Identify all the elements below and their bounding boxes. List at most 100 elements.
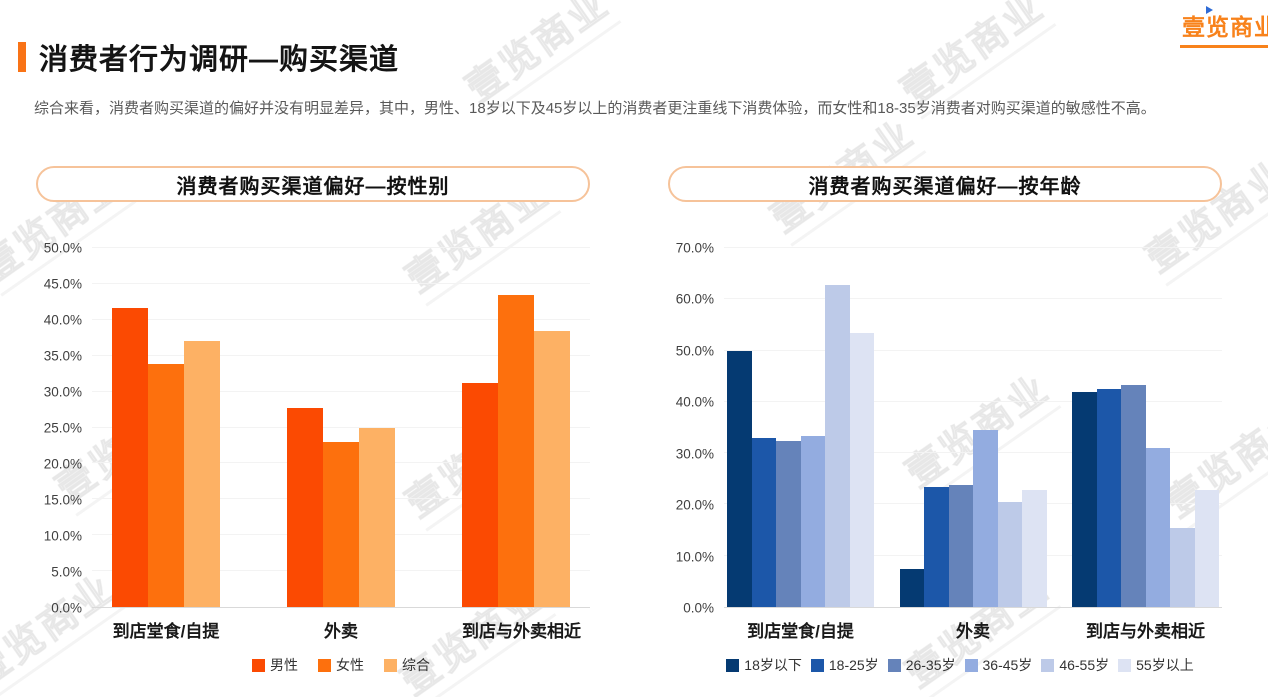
bar-综合	[534, 330, 570, 607]
y-tick-label: 10.0%	[43, 528, 82, 544]
legend-item: 55岁以上	[1118, 655, 1194, 675]
y-tick-label: 60.0%	[675, 291, 714, 307]
category-label: 到店堂食/自提	[747, 622, 854, 641]
page-title: 消费者行为调研—购买渠道	[39, 44, 400, 76]
legend-swatch	[384, 658, 397, 672]
bar-综合	[184, 341, 220, 607]
bar-26-35岁	[948, 485, 973, 607]
legend-item: 综合	[384, 655, 430, 675]
gridline	[92, 318, 590, 320]
page-subtitle: 综合来看，消费者购买渠道的偏好并没有明显差异，其中，男性、18岁以下及45岁以上…	[34, 100, 1156, 117]
legend-item: 46-55岁	[1041, 655, 1109, 675]
legend-label: 综合	[402, 657, 430, 673]
legend-label: 55岁以上	[1136, 657, 1194, 673]
y-tick-label: 20.0%	[675, 497, 714, 513]
gridline	[724, 247, 1222, 248]
legend-item: 26-35岁	[887, 655, 956, 675]
y-tick-label: 10.0%	[675, 549, 714, 565]
logo: 壹览商业	[1180, 6, 1268, 48]
bar-18-25岁	[751, 437, 776, 607]
bar-女性	[148, 363, 184, 607]
legend-swatch	[810, 658, 824, 672]
y-tick-label: 50.0%	[675, 343, 714, 359]
bar-男性	[462, 382, 498, 607]
category-label: 到店与外卖相近	[462, 622, 581, 641]
gridline	[92, 354, 590, 356]
chart-by-gender: 消费者购买渠道偏好—按性别 0.0% 5.0% 10.0% 15.0% 20.0% 25.…	[36, 166, 590, 675]
legend-label: 46-55岁	[1059, 657, 1110, 673]
bar-group	[1072, 248, 1219, 607]
legend-item: 男性	[252, 655, 298, 675]
gridline	[92, 390, 590, 392]
legend-swatch	[252, 658, 265, 672]
bar-18-25岁	[924, 487, 949, 607]
plot-area	[724, 247, 1222, 608]
gridline	[92, 282, 590, 284]
bar-group	[727, 248, 874, 607]
y-tick-label: 5.0%	[51, 564, 82, 580]
category-label: 到店堂食/自提	[112, 622, 220, 641]
legend-label: 女性	[336, 657, 364, 673]
legend-item: 女性	[318, 655, 364, 675]
y-tick-label: 40.0%	[675, 394, 714, 410]
category-label: 外卖	[956, 622, 990, 641]
bar-46-55岁	[825, 284, 850, 607]
y-tick-label: 50.0%	[43, 240, 82, 256]
y-tick-label: 40.0%	[43, 312, 82, 328]
bar-26-35岁	[1121, 385, 1146, 607]
y-tick-label: 45.0%	[43, 276, 82, 292]
plot-area	[92, 247, 590, 608]
legend-swatch	[318, 658, 331, 672]
y-tick-label: 30.0%	[675, 446, 714, 462]
legend-swatch	[964, 658, 978, 672]
bar-男性	[112, 308, 148, 607]
accent-bar	[18, 42, 26, 72]
legend-swatch	[1041, 658, 1055, 672]
bar-46-55岁	[997, 501, 1022, 607]
bar-18岁以下	[899, 569, 924, 607]
legend-label: 18-25岁	[828, 657, 879, 673]
y-tick-label: 20.0%	[43, 456, 82, 472]
gridline	[724, 298, 1222, 300]
legend-swatch	[887, 658, 901, 672]
x-axis: 到店堂食/自提 外卖 到店与外卖相近	[724, 617, 1222, 642]
y-tick-label: 70.0%	[675, 240, 714, 256]
cursor-arrow-icon	[1206, 6, 1213, 14]
bar-综合	[359, 428, 395, 607]
gridline	[92, 426, 590, 428]
legend-label: 36-45岁	[982, 657, 1033, 673]
gridline	[724, 349, 1222, 351]
chart-title: 消费者购买渠道偏好—按年龄	[808, 175, 1082, 198]
bar-group	[462, 248, 570, 607]
bar-55岁以上	[1022, 490, 1047, 607]
bar-26-35岁	[776, 440, 801, 607]
bar-group	[287, 248, 395, 607]
legend-swatch	[1118, 658, 1132, 672]
bar-男性	[287, 408, 323, 607]
bar-18岁以下	[727, 350, 752, 607]
chart-body: 0.0% 5.0% 10.0% 15.0% 20.0% 25.0% 30.0% 35.0% 40…	[36, 241, 590, 616]
y-axis: 0.0% 5.0% 10.0% 15.0% 20.0% 25.0% 30.0% 35.0% 40…	[36, 241, 92, 616]
category-label: 外卖	[324, 622, 358, 641]
bar-18-25岁	[1096, 389, 1121, 607]
bar-36-45岁	[800, 435, 825, 607]
page-header: 消费者行为调研—购买渠道	[18, 36, 399, 78]
bar-group	[112, 248, 220, 607]
y-tick-label: 0.0%	[51, 600, 82, 616]
chart-by-age: 消费者购买渠道偏好—按年龄 0.0% 10.0% 20.0% 30.0% 40.0% 50…	[668, 166, 1222, 675]
y-tick-label: 25.0%	[43, 420, 82, 436]
y-tick-label: 15.0%	[43, 492, 82, 508]
bar-36-45岁	[1145, 448, 1170, 607]
gridline	[92, 247, 590, 248]
y-axis: 0.0% 10.0% 20.0% 30.0% 40.0% 50.0% 60.0% 70.0%	[668, 241, 724, 616]
legend: 男性 女性 综合	[92, 655, 590, 675]
legend-label: 26-35岁	[905, 657, 956, 673]
bar-55岁以上	[849, 333, 874, 607]
chart-title-pill: 消费者购买渠道偏好—按年龄	[668, 166, 1222, 202]
bar-55岁以上	[1194, 490, 1219, 607]
gridline	[724, 400, 1222, 402]
logo-text: 壹览商业	[1182, 14, 1268, 40]
x-axis: 到店堂食/自提 外卖 到店与外卖相近	[92, 617, 590, 642]
bar-46-55岁	[1170, 528, 1195, 607]
